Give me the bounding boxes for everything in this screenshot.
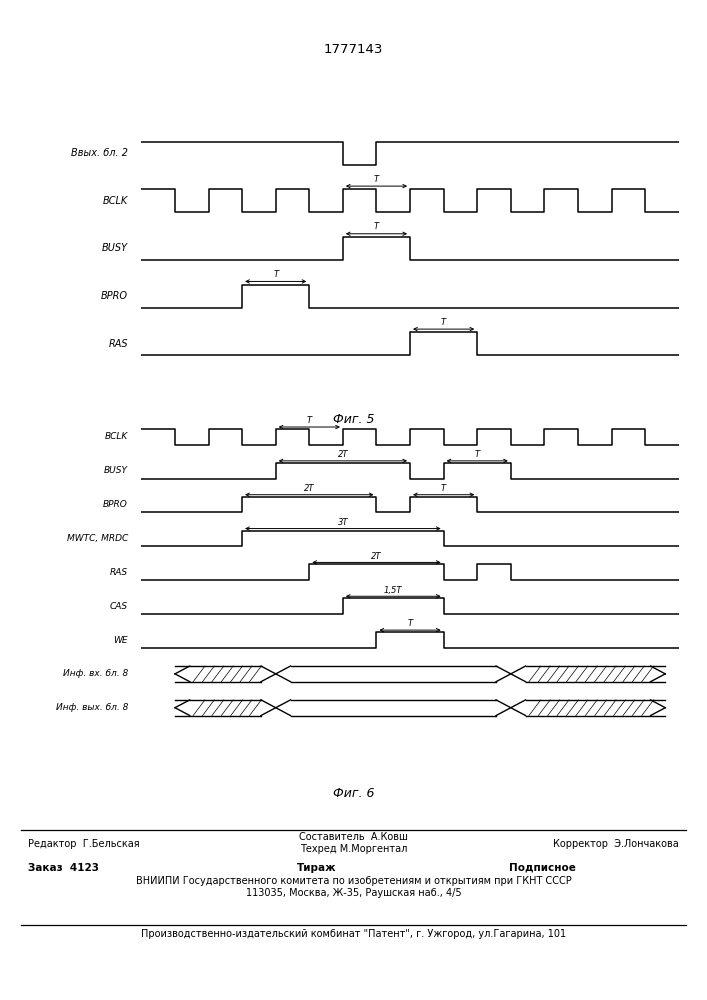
Text: BCLK: BCLK (103, 196, 128, 206)
Text: Тираж: Тираж (297, 863, 337, 873)
Text: Заказ  4123: Заказ 4123 (28, 863, 99, 873)
Text: Редактор  Г.Бельская: Редактор Г.Бельская (28, 839, 140, 849)
Text: 2T: 2T (304, 484, 315, 493)
Text: RAS: RAS (110, 568, 128, 577)
Text: CAS: CAS (110, 602, 128, 611)
Text: Техред М.Моргентал: Техред М.Моргентал (300, 844, 407, 854)
Text: Фиг. 5: Фиг. 5 (333, 413, 374, 426)
Text: Корректор  Э.Лончакова: Корректор Э.Лончакова (553, 839, 679, 849)
Text: RAS: RAS (108, 339, 128, 349)
Text: Инф. вых. бл. 8: Инф. вых. бл. 8 (56, 703, 128, 712)
Text: 1,5T: 1,5T (384, 586, 402, 595)
Text: ВНИИПИ Государственного комитета по изобретениям и открытиям при ГКНТ СССР: ВНИИПИ Государственного комитета по изоб… (136, 876, 571, 886)
Text: T: T (407, 619, 413, 628)
Text: 3T: 3T (338, 518, 348, 527)
Text: Подписное: Подписное (509, 863, 576, 873)
Text: T: T (374, 175, 379, 184)
Text: BPRO: BPRO (101, 291, 128, 301)
Text: Производственно-издательский комбинат "Патент", г. Ужгород, ул.Гагарина, 101: Производственно-издательский комбинат "П… (141, 929, 566, 939)
Text: T: T (273, 270, 279, 279)
Text: BPRO: BPRO (103, 500, 128, 509)
Text: T: T (474, 450, 480, 459)
Text: Инф. вх. бл. 8: Инф. вх. бл. 8 (63, 669, 128, 678)
Text: BCLK: BCLK (105, 432, 128, 441)
Text: BUSY: BUSY (102, 243, 128, 253)
Text: BUSY: BUSY (104, 466, 128, 475)
Text: Составитель  А.Ковш: Составитель А.Ковш (299, 832, 408, 842)
Text: T: T (374, 222, 379, 231)
Text: T: T (307, 416, 312, 425)
Text: T: T (441, 318, 446, 327)
Text: WE: WE (113, 636, 128, 645)
Text: MWTC, MRDC: MWTC, MRDC (66, 534, 128, 543)
Text: 2T: 2T (371, 552, 382, 561)
Text: 1777143: 1777143 (324, 43, 383, 56)
Text: T: T (441, 484, 446, 493)
Text: Фиг. 6: Фиг. 6 (333, 787, 374, 800)
Text: 113035, Москва, Ж-35, Раушская наб., 4/5: 113035, Москва, Ж-35, Раушская наб., 4/5 (246, 888, 461, 898)
Text: 2T: 2T (338, 450, 348, 459)
Text: Ввых. бл. 2: Ввых. бл. 2 (71, 148, 128, 158)
